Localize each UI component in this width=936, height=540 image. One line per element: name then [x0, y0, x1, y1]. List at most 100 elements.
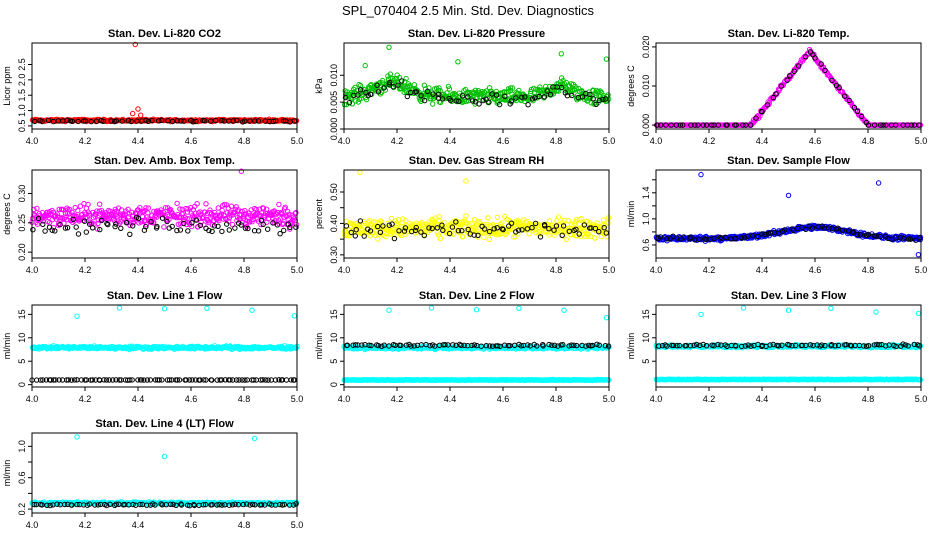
y-tick-label: 2.5: [17, 58, 27, 71]
y-tick-label: 0.40: [329, 215, 339, 233]
data-points: [29, 305, 300, 383]
y-tick-label: 0.50: [329, 183, 339, 201]
data-point: [48, 211, 54, 217]
data-point: [519, 227, 525, 233]
data-point: [404, 93, 410, 100]
data-point: [127, 231, 133, 238]
x-tick-label: 4.4: [444, 265, 457, 275]
chart-title: Stan. Dev. Li-820 CO2: [108, 28, 221, 40]
data-point: [563, 79, 569, 86]
data-point: [202, 118, 208, 124]
data-point: [206, 227, 212, 234]
data-point: [185, 228, 191, 234]
data-point: [161, 306, 168, 312]
chart-title: Stan. Dev. Li-820 Temp.: [728, 28, 850, 40]
data-point: [812, 55, 818, 61]
plot-frame: [343, 42, 610, 130]
data-point: [112, 218, 118, 224]
data-point: [81, 218, 88, 224]
x-tick-label: 4.6: [809, 136, 822, 146]
y-axis-label: ml/min: [314, 333, 324, 360]
data-point: [596, 97, 603, 104]
data-point: [452, 224, 458, 230]
data-point: [49, 227, 55, 233]
data-point: [125, 118, 132, 124]
data-point: [105, 221, 111, 228]
data-point: [158, 117, 165, 123]
data-point: [430, 101, 436, 107]
x-tick-label: 4.2: [79, 265, 92, 275]
data-point: [487, 223, 493, 229]
data-point: [469, 98, 476, 104]
data-point: [132, 41, 139, 48]
data-point: [35, 215, 42, 222]
y-tick-label: 0.020: [641, 36, 651, 59]
data-point: [252, 118, 258, 124]
y-axis-label: ml/min: [626, 201, 636, 228]
data-point: [878, 122, 884, 128]
data-point: [111, 213, 117, 219]
x-tick-label: 4.0: [338, 136, 351, 146]
data-point: [386, 224, 393, 230]
data-point: [596, 229, 602, 235]
x-tick-label: 4.6: [497, 136, 510, 146]
data-point: [100, 118, 106, 125]
data-point: [603, 56, 610, 62]
data-point: [148, 219, 154, 225]
data-point: [759, 109, 765, 115]
data-point: [242, 225, 249, 231]
data-point: [287, 224, 293, 231]
data-point: [829, 77, 835, 84]
data-point: [709, 122, 715, 128]
data-point: [791, 68, 797, 75]
data-point: [865, 122, 872, 128]
data-point: [215, 205, 222, 211]
chart-title: Stan. Dev. Li-820 Pressure: [408, 28, 545, 40]
data-point: [367, 91, 374, 98]
data-point: [439, 96, 446, 102]
data-point: [185, 206, 191, 212]
data-point: [287, 226, 293, 232]
data-point: [453, 219, 459, 225]
data-point: [515, 227, 522, 233]
data-point: [908, 122, 915, 128]
data-point: [581, 222, 588, 228]
data-point: [915, 252, 922, 258]
data-point: [97, 226, 103, 233]
data-point: [197, 222, 204, 229]
data-point: [430, 91, 436, 97]
data-point: [851, 105, 858, 111]
data-point: [473, 225, 479, 231]
plot-frame: [31, 42, 298, 130]
chart-title: Stan. Dev. Line 2 Flow: [419, 290, 535, 302]
data-point: [190, 119, 196, 125]
data-point: [178, 118, 184, 124]
data-point: [194, 201, 200, 207]
data-point: [436, 91, 442, 98]
data-points: [29, 168, 300, 238]
data-point: [285, 208, 291, 215]
data-point: [177, 206, 183, 212]
data-point: [347, 231, 353, 237]
data-point: [178, 221, 184, 227]
data-point: [494, 214, 501, 221]
data-point: [249, 307, 255, 313]
data-point: [402, 225, 409, 231]
data-point: [839, 89, 846, 95]
data-point: [357, 87, 364, 93]
data-point: [692, 122, 698, 128]
data-point: [842, 93, 848, 99]
x-tick-label: 5.0: [603, 265, 616, 275]
x-tick-label: 4.6: [185, 394, 198, 404]
data-point: [455, 228, 462, 234]
x-tick-label: 5.0: [915, 136, 928, 146]
data-point: [506, 223, 512, 229]
data-point: [247, 118, 253, 124]
data-point: [112, 223, 118, 230]
data-point: [880, 122, 886, 128]
data-point: [822, 67, 828, 74]
data-point: [561, 307, 567, 313]
